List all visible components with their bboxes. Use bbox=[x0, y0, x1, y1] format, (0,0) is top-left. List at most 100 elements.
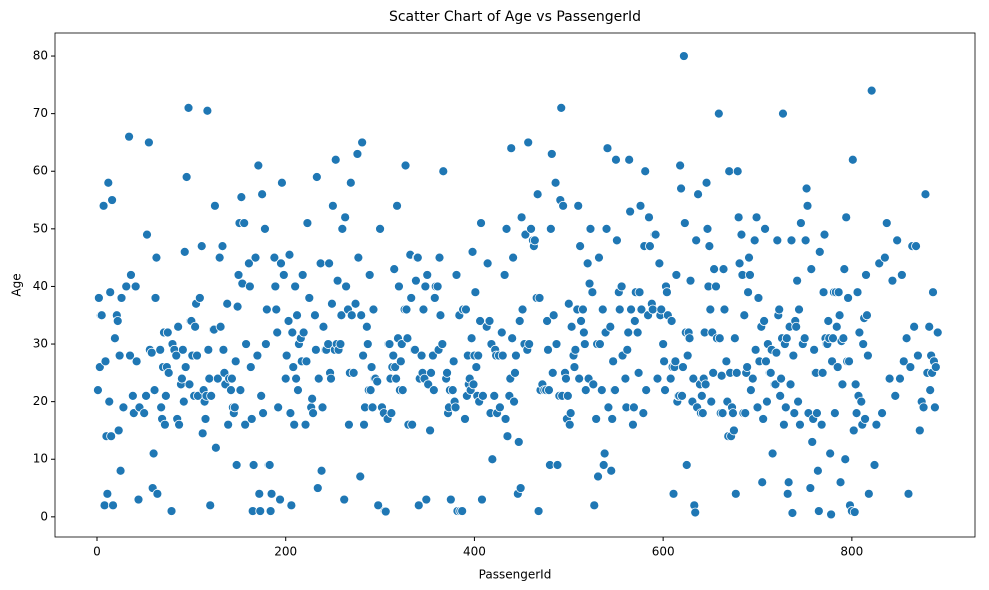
point bbox=[729, 333, 740, 344]
point bbox=[787, 508, 798, 518]
point bbox=[389, 264, 400, 275]
point bbox=[728, 408, 738, 419]
point bbox=[96, 310, 107, 321]
point bbox=[914, 425, 925, 436]
point bbox=[353, 252, 364, 263]
point bbox=[851, 408, 862, 419]
point bbox=[805, 483, 816, 493]
point bbox=[397, 385, 408, 396]
point bbox=[753, 293, 764, 303]
point bbox=[428, 385, 439, 396]
y-tick-label: 40 bbox=[33, 279, 48, 293]
point bbox=[713, 108, 724, 119]
point bbox=[275, 494, 285, 505]
point bbox=[407, 419, 418, 430]
point bbox=[304, 293, 315, 303]
point bbox=[250, 252, 261, 263]
point bbox=[388, 350, 399, 361]
point bbox=[489, 390, 500, 401]
point bbox=[326, 373, 336, 384]
point bbox=[624, 154, 635, 165]
point bbox=[681, 460, 692, 470]
point bbox=[420, 281, 431, 292]
point bbox=[286, 500, 297, 511]
point bbox=[260, 339, 271, 349]
point bbox=[543, 344, 553, 355]
point bbox=[796, 218, 806, 228]
point bbox=[835, 477, 846, 488]
point bbox=[626, 304, 636, 315]
point bbox=[818, 287, 829, 298]
point bbox=[410, 344, 420, 355]
point bbox=[602, 143, 613, 154]
point bbox=[654, 258, 665, 269]
x-tick-label: 0 bbox=[93, 545, 101, 559]
point bbox=[545, 223, 556, 234]
point bbox=[139, 408, 150, 419]
point bbox=[160, 390, 171, 401]
point bbox=[628, 419, 638, 430]
point bbox=[413, 500, 424, 511]
point bbox=[248, 460, 259, 470]
point bbox=[685, 275, 696, 286]
point bbox=[292, 310, 302, 321]
point bbox=[373, 500, 384, 511]
point bbox=[733, 212, 744, 223]
point bbox=[509, 396, 519, 407]
point bbox=[890, 390, 901, 401]
point bbox=[341, 281, 351, 292]
point bbox=[760, 223, 770, 234]
point bbox=[115, 465, 126, 476]
point bbox=[516, 212, 527, 223]
point bbox=[743, 287, 753, 298]
point bbox=[550, 177, 561, 188]
point bbox=[800, 235, 811, 246]
point bbox=[515, 483, 526, 493]
point bbox=[401, 304, 412, 315]
point bbox=[638, 408, 649, 419]
x-tick-label: 200 bbox=[274, 545, 297, 559]
point bbox=[860, 414, 870, 424]
point bbox=[261, 304, 272, 315]
point bbox=[839, 264, 850, 275]
point bbox=[645, 241, 655, 252]
point bbox=[895, 373, 905, 384]
point bbox=[612, 235, 622, 246]
point bbox=[930, 362, 941, 372]
point bbox=[587, 287, 598, 298]
point bbox=[828, 333, 838, 344]
point bbox=[501, 223, 512, 234]
point bbox=[911, 241, 921, 252]
point bbox=[795, 419, 805, 430]
point bbox=[114, 350, 125, 361]
point bbox=[290, 281, 301, 292]
point bbox=[623, 327, 634, 338]
point bbox=[254, 488, 265, 499]
point bbox=[676, 183, 686, 194]
point bbox=[496, 327, 507, 338]
point bbox=[854, 327, 865, 338]
point bbox=[665, 373, 676, 384]
point bbox=[141, 390, 151, 401]
point bbox=[400, 160, 411, 171]
point bbox=[421, 494, 432, 505]
point bbox=[432, 281, 443, 292]
point bbox=[355, 471, 366, 482]
point bbox=[244, 258, 254, 269]
point bbox=[502, 431, 513, 442]
point bbox=[113, 425, 124, 436]
point bbox=[143, 137, 154, 148]
point bbox=[782, 488, 793, 499]
point bbox=[684, 333, 695, 344]
point bbox=[636, 304, 647, 315]
point bbox=[468, 379, 479, 390]
point bbox=[121, 281, 132, 292]
point bbox=[231, 460, 242, 470]
point bbox=[794, 304, 804, 315]
point bbox=[271, 304, 282, 315]
point bbox=[478, 390, 488, 401]
point bbox=[131, 356, 142, 367]
point bbox=[881, 218, 892, 228]
point bbox=[896, 270, 907, 280]
point bbox=[584, 278, 595, 289]
